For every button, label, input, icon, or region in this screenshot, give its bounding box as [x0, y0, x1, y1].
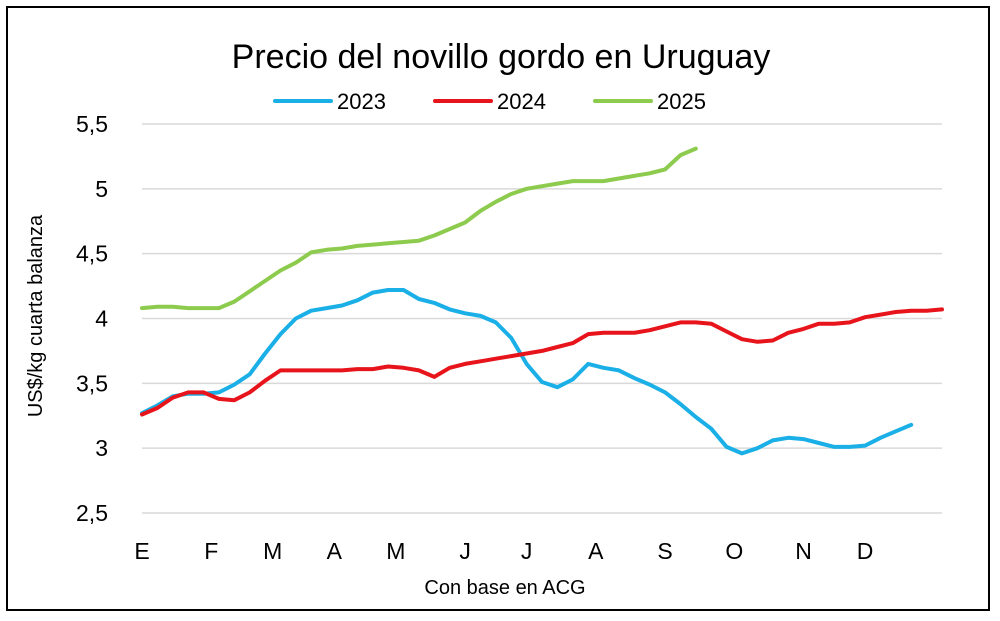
- x-tick-label: F: [204, 538, 218, 564]
- legend-label-2024: 2024: [497, 89, 546, 114]
- y-tick-label: 2,5: [76, 500, 108, 526]
- y-tick-label: 4: [95, 306, 108, 332]
- legend-label-2023: 2023: [337, 89, 386, 114]
- x-tick-label: O: [725, 538, 743, 564]
- y-tick-label: 4,5: [76, 241, 108, 267]
- x-tick-label: E: [134, 538, 149, 564]
- y-tick-label: 5,5: [76, 111, 108, 137]
- y-tick-label: 3,5: [76, 370, 108, 396]
- gridlines: [142, 123, 942, 514]
- series-lines: [140, 146, 944, 456]
- x-axis-label: Con base en ACG: [424, 577, 585, 599]
- legend-label-2025: 2025: [657, 89, 706, 114]
- x-tick-label: S: [657, 538, 672, 564]
- y-axis-ticks: 2,5 3 3,5 4 4,5 5 5,5: [76, 111, 108, 526]
- series-line-2024: [140, 307, 944, 417]
- chart-title: Precio del novillo gordo en Uruguay: [232, 38, 771, 76]
- series-line-2023: [140, 288, 914, 456]
- x-tick-label: J: [459, 538, 471, 564]
- legend: 2023 2024 2025: [273, 89, 706, 114]
- x-tick-label: J: [521, 538, 533, 564]
- x-tick-label: A: [588, 538, 604, 564]
- x-tick-label: D: [857, 538, 874, 564]
- x-tick-label: N: [795, 538, 812, 564]
- y-axis-label: US$/kg cuarta balanza: [25, 214, 47, 417]
- x-tick-label: M: [263, 538, 282, 564]
- y-tick-label: 3: [95, 435, 108, 461]
- x-tick-label: A: [327, 538, 343, 564]
- series-line-2025: [140, 146, 698, 311]
- y-tick-label: 5: [95, 176, 108, 202]
- x-tick-label: M: [386, 538, 405, 564]
